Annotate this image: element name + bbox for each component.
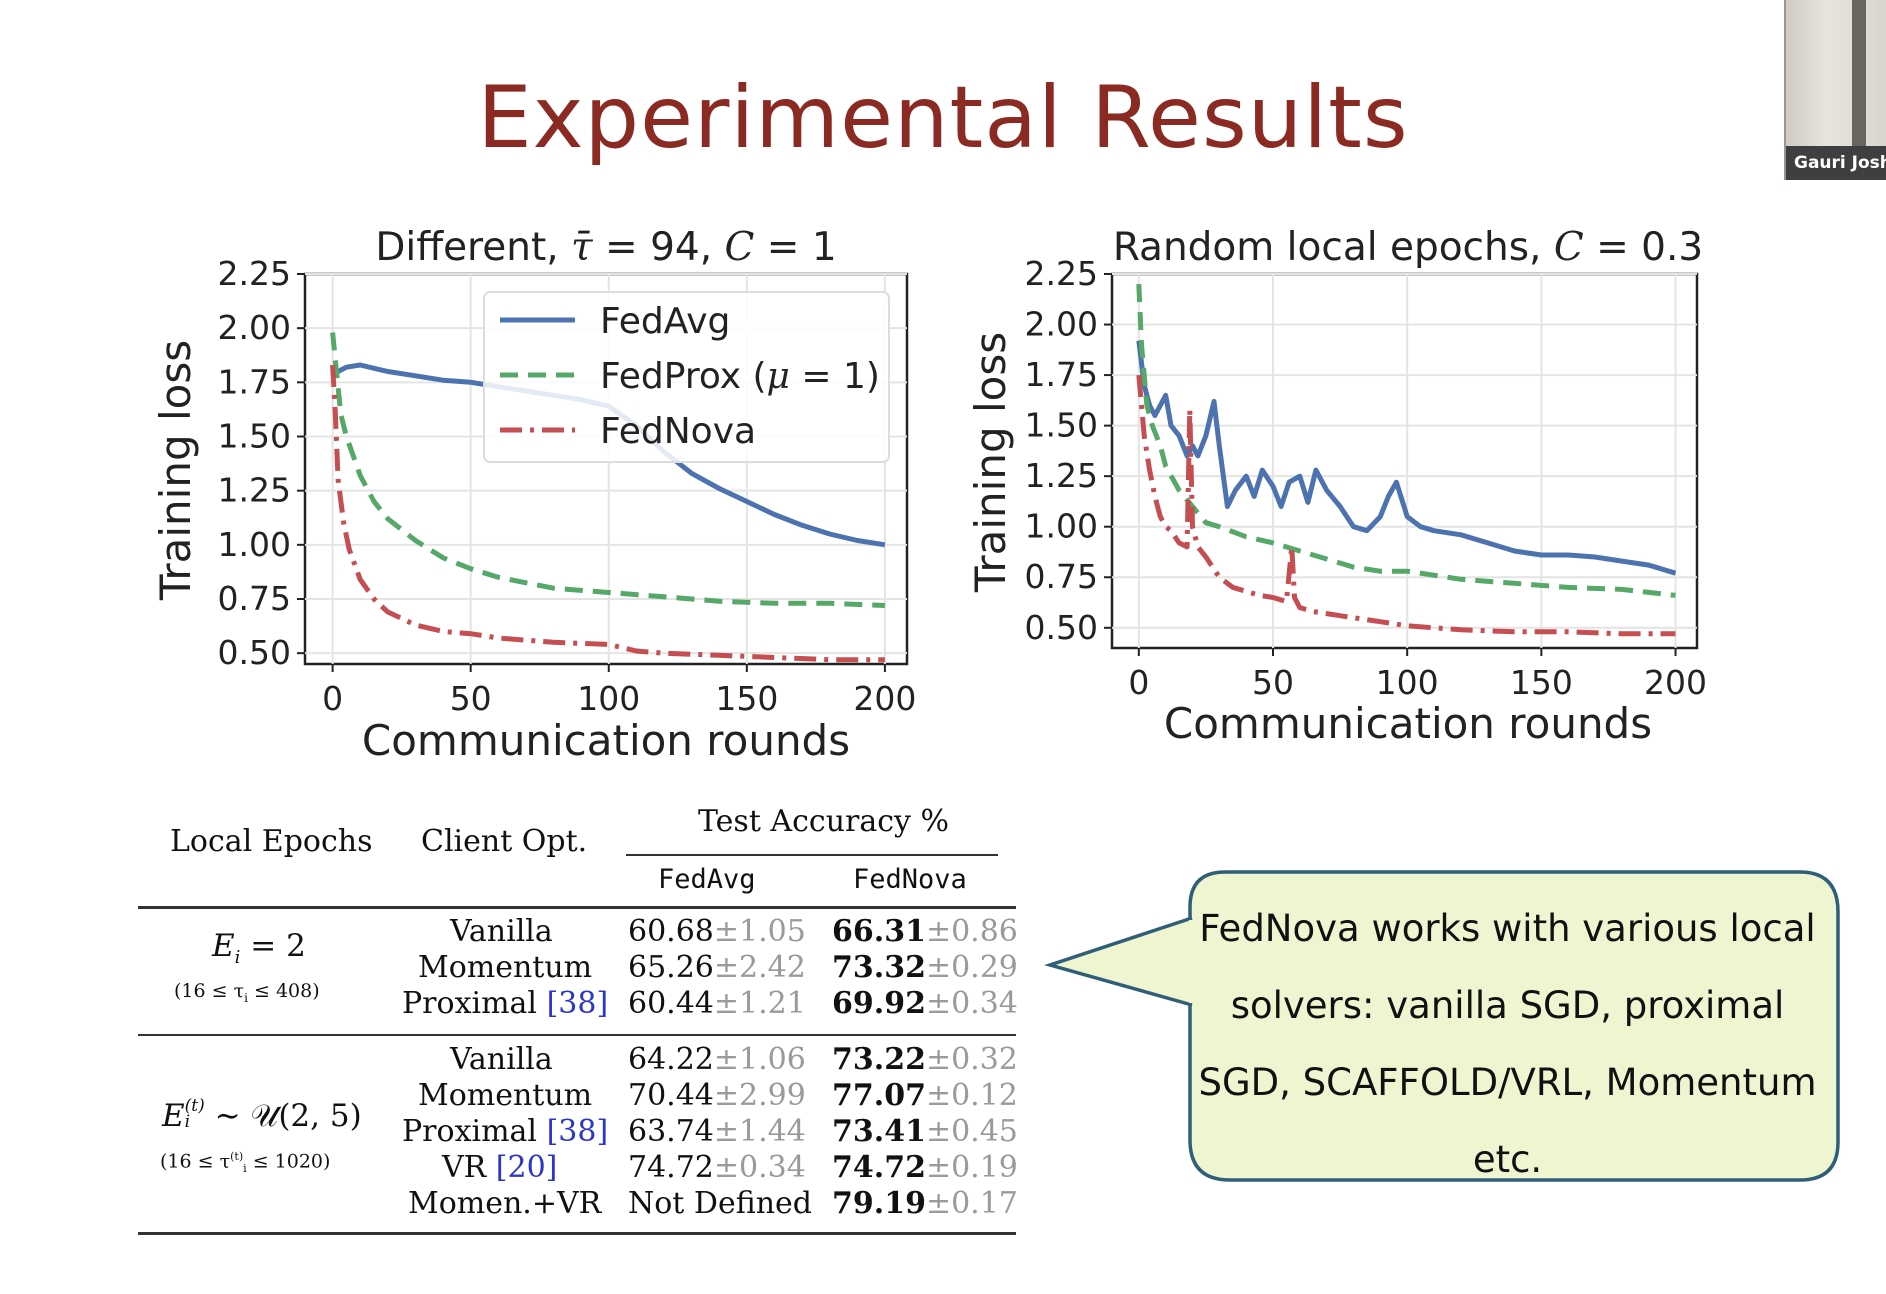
x-tick-label: 200	[1644, 663, 1707, 702]
slide-title: Experimental Results	[477, 68, 1409, 168]
chart-left-xlabel: Communication rounds	[362, 716, 850, 765]
header-local-epochs: Local Epochs	[170, 824, 373, 859]
x-tick-label: 100	[577, 679, 640, 718]
y-tick-label: 0.75	[218, 579, 291, 618]
x-tick-label: 0	[322, 679, 343, 718]
header-client-opt: Client Opt.	[421, 824, 588, 859]
participant-name-label: Gauri Josh	[1786, 146, 1886, 180]
y-tick-label: 2.25	[1025, 254, 1098, 293]
series-line-fednova	[1136, 374, 1676, 637]
chart-right-title: Random local epochs, C = 0.3	[1113, 225, 1703, 270]
group-separator-rule	[138, 1034, 1016, 1036]
y-tick-label: 1.50	[218, 417, 291, 456]
legend-fedprox-label: FedProx (μ = 1)	[600, 356, 880, 397]
legend-fedavg-label: FedAvg	[600, 301, 730, 342]
series-line-fedprox	[1136, 283, 1676, 598]
results-table: Local Epochs Client Opt. Test Accuracy %…	[138, 800, 1018, 1250]
y-tick-label: 1.25	[218, 471, 291, 510]
callout-bubble	[1188, 870, 1840, 1182]
bottom-rule	[138, 1232, 1016, 1235]
series-line-fedavg	[1136, 340, 1677, 576]
x-tick-label: 100	[1376, 663, 1439, 702]
callout-pointer	[1044, 916, 1193, 1007]
x-tick-label: 0	[1128, 663, 1149, 702]
callout-text: FedNova works with various local solvers…	[1198, 907, 1817, 1181]
series-line-fedprox	[330, 332, 885, 608]
y-tick-label: 0.75	[1025, 557, 1098, 596]
group2-epochs: E (t) i ∼ 𝒰(2, 5)	[162, 1095, 362, 1134]
y-tick-label: 1.75	[1025, 355, 1098, 394]
y-tick-label: 2.00	[1025, 305, 1098, 344]
group2-range: (16 ≤ τ(t)i ≤ 1020)	[160, 1150, 331, 1176]
y-tick-label: 1.00	[218, 525, 291, 564]
y-tick-label: 1.25	[1025, 456, 1098, 495]
participant-figure	[1852, 0, 1866, 150]
y-tick-label: 2.25	[218, 254, 291, 293]
y-tick-label: 2.00	[218, 308, 291, 347]
y-tick-label: 1.00	[1025, 507, 1098, 546]
y-tick-label: 0.50	[1025, 608, 1098, 647]
chart-left-legend: FedAvg FedProx (μ = 1) FedNova	[483, 291, 890, 463]
x-tick-label: 150	[1510, 663, 1573, 702]
header-fedavg: FedAvg	[658, 864, 756, 895]
chart-left-title: Different, τ̄ = 94, C = 1	[375, 225, 836, 270]
header-fednova: FedNova	[853, 864, 967, 895]
x-tick-label: 200	[853, 679, 916, 718]
chart-left-ylabel: Training loss	[151, 340, 200, 601]
chart-right-ylabel: Training loss	[966, 332, 1015, 593]
y-tick-label: 1.75	[218, 362, 291, 401]
participant-video-thumbnail[interactable]: Gauri Josh	[1784, 0, 1886, 180]
citation-link[interactable]: [20]	[495, 1150, 558, 1185]
chart-right-plot-area	[1110, 272, 1699, 650]
header-test-accuracy: Test Accuracy %	[698, 804, 950, 839]
group1-epochs: Ei = 2	[212, 928, 306, 969]
header-rule	[138, 906, 1016, 909]
legend-fednova-label: FedNova	[600, 411, 756, 452]
x-tick-label: 50	[1252, 663, 1294, 702]
citation-link[interactable]: [38]	[546, 1114, 609, 1149]
citation-link[interactable]: [38]	[546, 986, 609, 1021]
chart-right-xlabel: Communication rounds	[1164, 699, 1652, 748]
group1-range: (16 ≤ τi ≤ 408)	[174, 980, 320, 1005]
y-tick-label: 1.50	[1025, 406, 1098, 445]
header-rule-partial	[626, 854, 998, 856]
x-tick-label: 50	[450, 679, 492, 718]
y-tick-label: 0.50	[218, 633, 291, 672]
x-tick-label: 150	[715, 679, 778, 718]
